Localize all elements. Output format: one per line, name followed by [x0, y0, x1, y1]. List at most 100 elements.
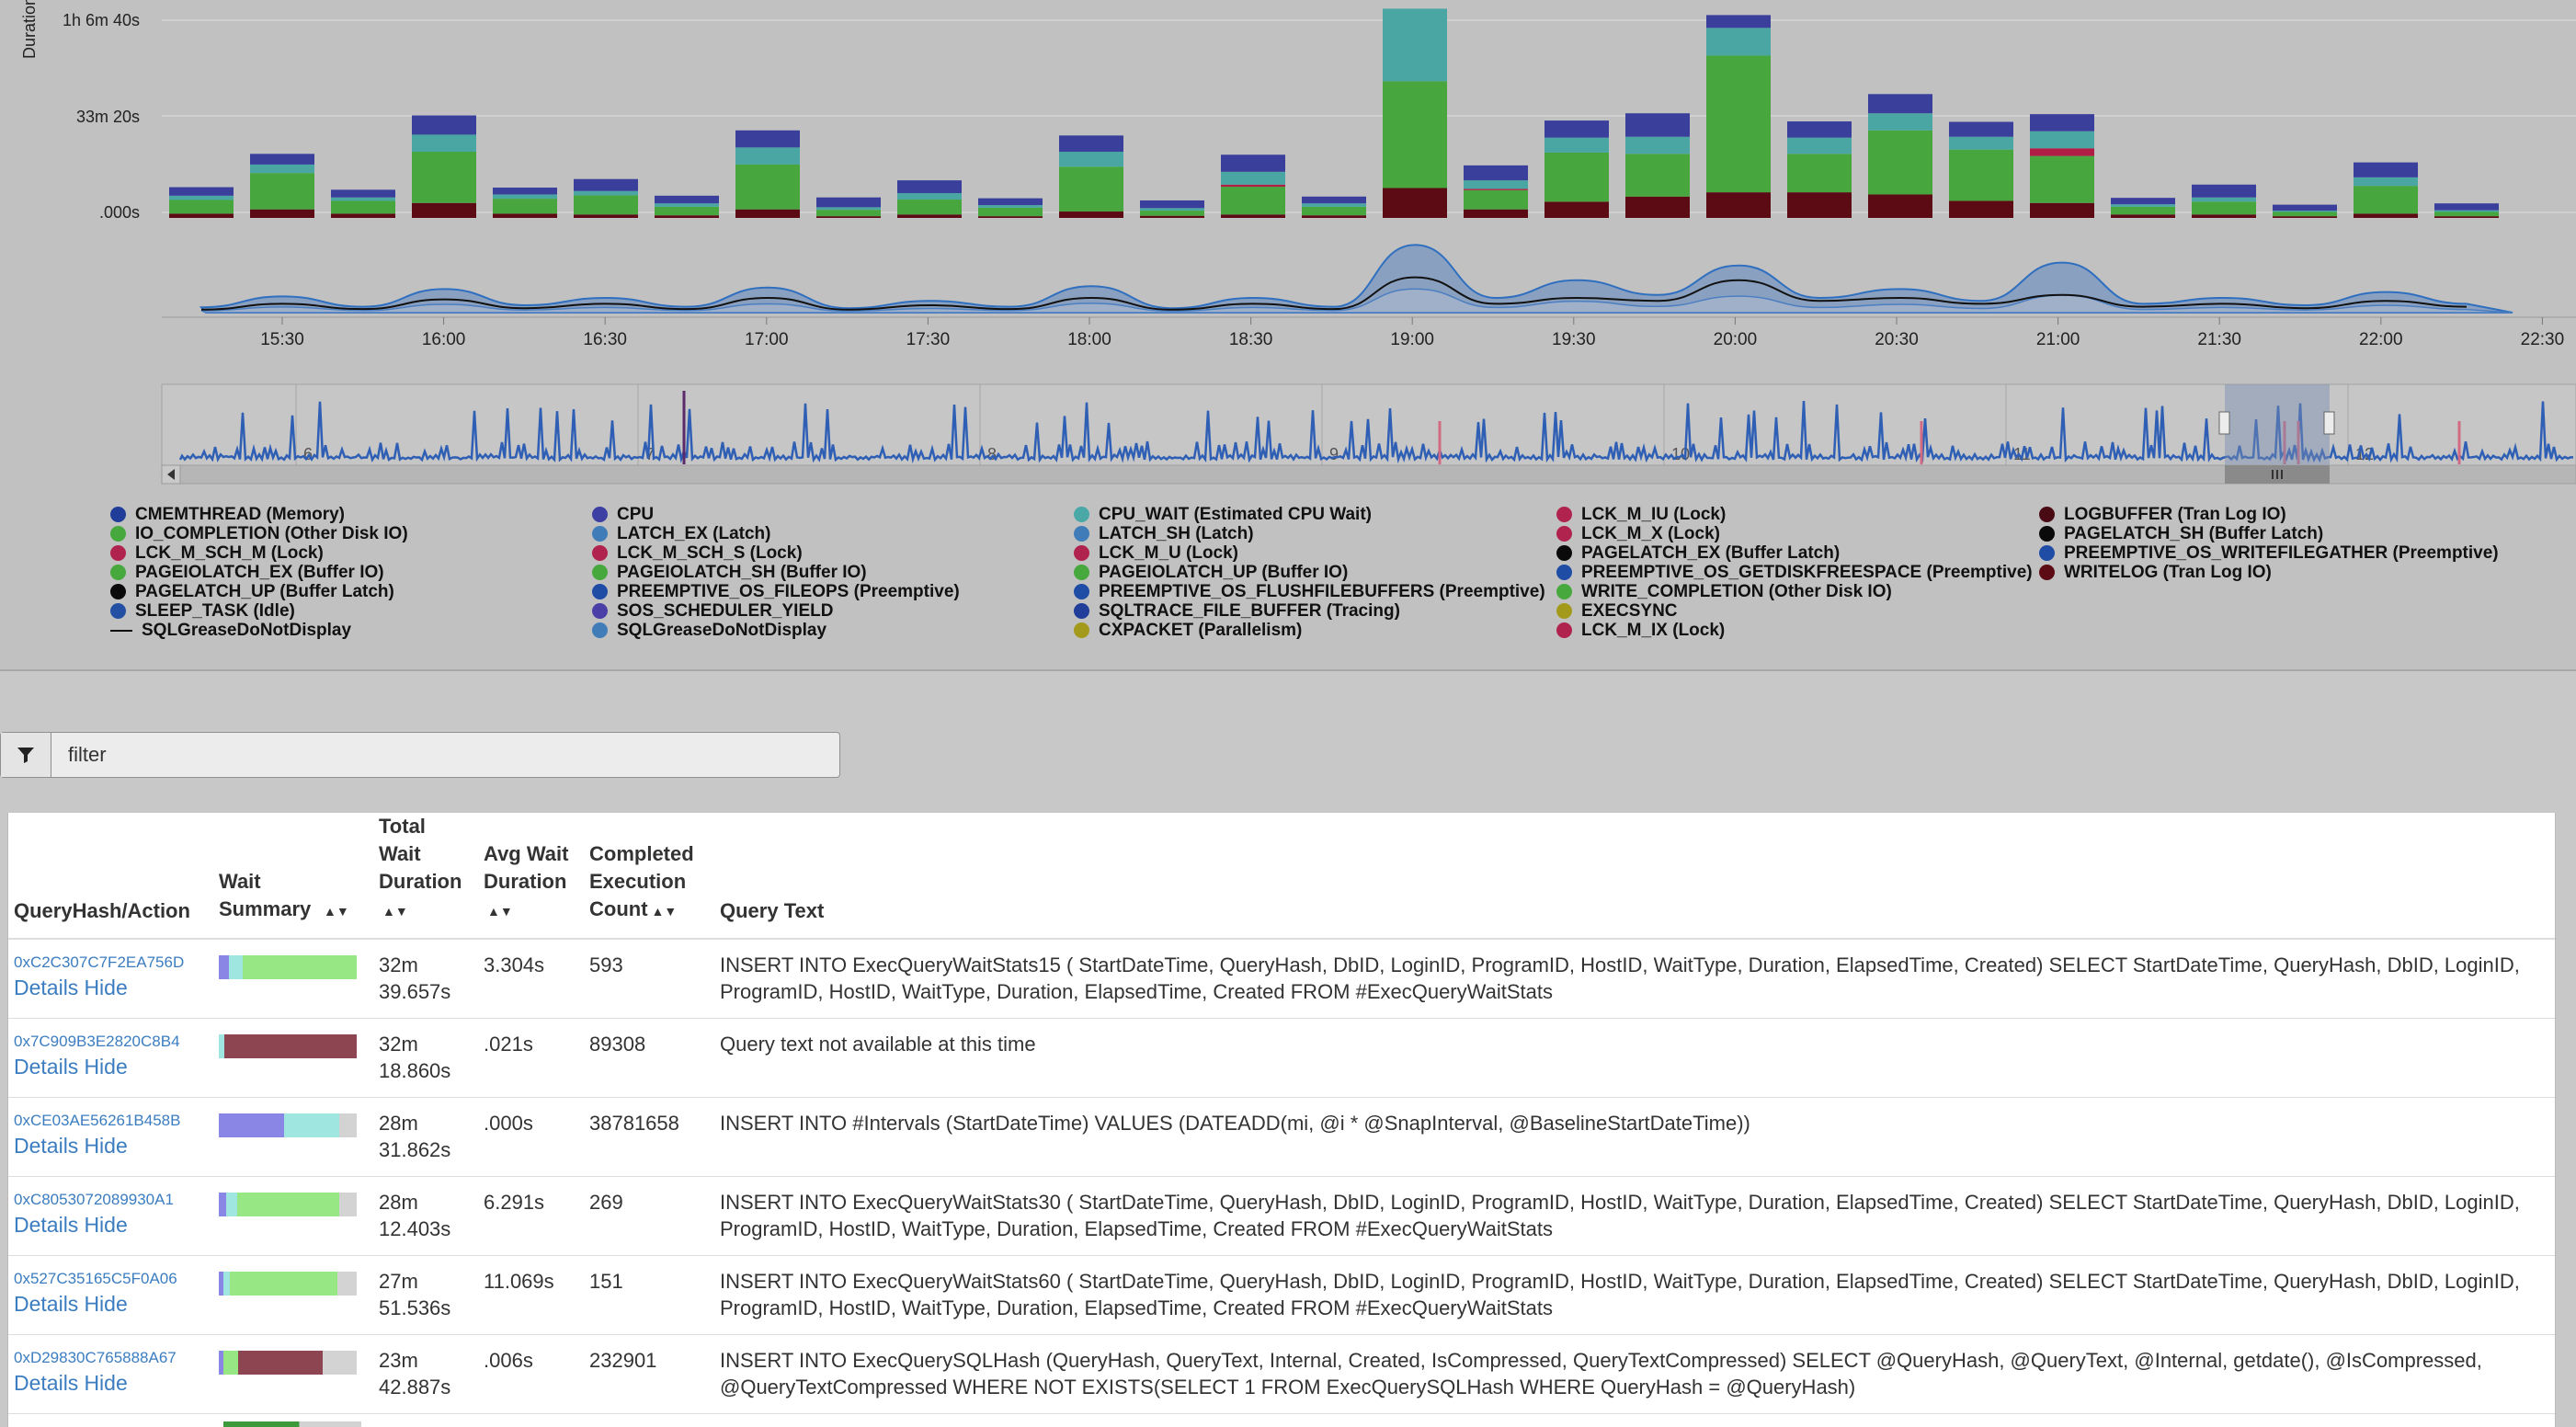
legend-item[interactable]: SLEEP_TASK (Idle): [110, 601, 295, 621]
x-tick-label: 18:00: [1067, 330, 1111, 349]
legend-item[interactable]: CPU: [592, 505, 654, 524]
legend-item[interactable]: WRITELOG (Tran Log IO): [2039, 563, 2272, 582]
legend-item[interactable]: LOGBUFFER (Tran Log IO): [2039, 505, 2286, 524]
hide-link[interactable]: Hide: [84, 1133, 128, 1158]
wait-summary-cell: [215, 1334, 375, 1414]
bar-segment: [1787, 137, 1852, 154]
column-header-wait-summary[interactable]: Wait Summary ▲▼: [215, 813, 375, 940]
legend-item[interactable]: LCK_M_SCH_M (Lock): [110, 543, 324, 563]
sort-icon[interactable]: ▲▼: [382, 904, 408, 919]
grip-icon[interactable]: [2272, 470, 2283, 479]
legend-item[interactable]: PAGEIOLATCH_EX (Buffer IO): [110, 563, 384, 582]
legend-item[interactable]: PAGELATCH_UP (Buffer Latch): [110, 582, 394, 601]
total-wait-cell: 28m 31.862s: [375, 1097, 480, 1177]
bar-segment: [1221, 214, 1285, 218]
legend-swatch: [1556, 565, 1572, 580]
bar-segment: [331, 197, 395, 201]
legend-item[interactable]: CPU_WAIT (Estimated CPU Wait): [1074, 505, 1372, 524]
legend-item[interactable]: SOS_SCHEDULER_YIELD: [592, 601, 833, 621]
hide-link[interactable]: Hide: [84, 976, 128, 999]
legend-line-swatch: [110, 629, 132, 632]
bar-segment: [1868, 194, 1932, 218]
details-link[interactable]: Details: [14, 1133, 79, 1158]
total-wait-cell: 32m 39.657s: [375, 939, 480, 1019]
column-header-total-wait[interactable]: Total Wait Duration ▲▼: [375, 813, 480, 940]
legend-item[interactable]: PAGEIOLATCH_UP (Buffer IO): [1074, 563, 1348, 582]
legend-item[interactable]: PREEMPTIVE_OS_WRITEFILEGATHER (Preemptiv…: [2039, 543, 2499, 563]
funnel-icon[interactable]: [17, 747, 35, 763]
completed-count-cell: 269: [586, 1176, 716, 1256]
details-link[interactable]: Details: [14, 1054, 79, 1079]
wait-summary-segment: [225, 1192, 237, 1216]
legend-item[interactable]: LCK_M_IU (Lock): [1556, 505, 1726, 524]
hide-link[interactable]: Hide: [84, 1291, 128, 1316]
bar-segment: [655, 203, 719, 207]
bar-segment: [1949, 149, 2013, 201]
bar-segment: [1949, 136, 2013, 150]
y-tick-label: 33m 20s: [76, 108, 140, 126]
wait-summary-bar: [219, 1192, 357, 1216]
legend-item[interactable]: PREEMPTIVE_OS_GETDISKFREESPACE (Preempti…: [1556, 563, 2033, 582]
bar-segment: [978, 207, 1043, 217]
column-header-avg-wait[interactable]: Avg Wait Duration ▲▼: [480, 813, 586, 940]
legend-item[interactable]: EXECSYNC: [1556, 601, 1678, 621]
legend-item[interactable]: SQLTRACE_FILE_BUFFER (Tracing): [1074, 601, 1400, 621]
wait-summary-cell: [215, 1255, 375, 1335]
bar-segment: [2030, 148, 2094, 156]
bar-segment: [1302, 215, 1366, 218]
navigator-scrollbar-track[interactable]: [161, 464, 2576, 485]
details-link[interactable]: Details: [14, 1212, 79, 1237]
bar-segment: [897, 214, 962, 218]
legend-item[interactable]: SQLGreaseDoNotDisplay: [592, 621, 826, 640]
sort-icon[interactable]: ▲▼: [487, 904, 513, 919]
bar-segment: [1949, 121, 2013, 137]
legend-item[interactable]: LCK_M_X (Lock): [1556, 524, 1720, 543]
x-tick-label: 19:00: [1390, 330, 1434, 349]
wait-duration-chart: Duration 1h 6m 40s 33m 20s .000s 15:30 16…: [20, 0, 2576, 485]
range-navigator[interactable]: 6 7 8 9 10 11 12: [161, 383, 2576, 485]
legend-item[interactable]: LATCH_SH (Latch): [1074, 524, 1254, 543]
bar-segment: [735, 130, 800, 148]
navigator-selection[interactable]: [2225, 384, 2330, 474]
legend-item[interactable]: PAGELATCH_SH (Buffer Latch): [2039, 524, 2323, 543]
hash-cell: 0xCE03AE56261B458B Details Hide: [8, 1097, 215, 1177]
legend-swatch: [592, 526, 608, 542]
legend-item[interactable]: WRITE_COMPLETION (Other Disk IO): [1556, 582, 1892, 601]
legend-item[interactable]: PAGELATCH_EX (Buffer Latch): [1556, 543, 1840, 563]
legend-item[interactable]: PREEMPTIVE_OS_FILEOPS (Preemptive): [592, 582, 960, 601]
legend-item[interactable]: PREEMPTIVE_OS_FLUSHFILEBUFFERS (Preempti…: [1074, 582, 1545, 601]
navigator-handle-right[interactable]: [2323, 411, 2335, 435]
bar-segment: [250, 154, 314, 165]
hide-link[interactable]: Hide: [84, 1212, 128, 1237]
bar-segment: [655, 215, 719, 218]
legend-item[interactable]: PAGEIOLATCH_SH (Buffer IO): [592, 563, 867, 582]
details-link[interactable]: Details: [14, 976, 79, 999]
legend-item[interactable]: LCK_M_SCH_S (Lock): [592, 543, 803, 563]
table-row: 0x527C35165C5F0A06 Details Hide 27m 51.5…: [8, 1255, 2555, 1335]
sort-icon[interactable]: ▲▼: [324, 904, 349, 919]
legend-item[interactable]: SQLGreaseDoNotDisplay: [110, 621, 351, 640]
filter-input[interactable]: [51, 733, 839, 777]
wait-summary-bar: [219, 1113, 357, 1137]
legend-item[interactable]: CXPACKET (Parallelism): [1074, 621, 1302, 640]
legend-swatch: [1074, 565, 1089, 580]
chevron-left-icon[interactable]: [167, 469, 175, 480]
legend-item[interactable]: LCK_M_U (Lock): [1074, 543, 1238, 563]
sort-icon[interactable]: ▲▼: [651, 904, 678, 919]
filter-button[interactable]: [1, 733, 51, 777]
navigator-handle-left[interactable]: [2218, 411, 2230, 435]
details-link[interactable]: Details: [14, 1370, 79, 1395]
bar-segment: [169, 195, 234, 200]
wait-summary-segment: [236, 1192, 339, 1216]
legend-item[interactable]: LCK_M_IX (Lock): [1556, 621, 1725, 640]
bar-segment: [2354, 162, 2418, 177]
legend-item[interactable]: CMEMTHREAD (Memory): [110, 505, 345, 524]
hide-link[interactable]: Hide: [84, 1054, 128, 1079]
legend-item[interactable]: IO_COMPLETION (Other Disk IO): [110, 524, 408, 543]
wait-summary-segment: [338, 1192, 357, 1216]
column-header-completed-count[interactable]: Completed Execution Count ▲▼: [586, 813, 716, 940]
legend-item[interactable]: LATCH_EX (Latch): [592, 524, 770, 543]
hide-link[interactable]: Hide: [84, 1370, 128, 1395]
details-link[interactable]: Details: [14, 1291, 79, 1316]
completed-count-cell: 151: [586, 1255, 716, 1335]
